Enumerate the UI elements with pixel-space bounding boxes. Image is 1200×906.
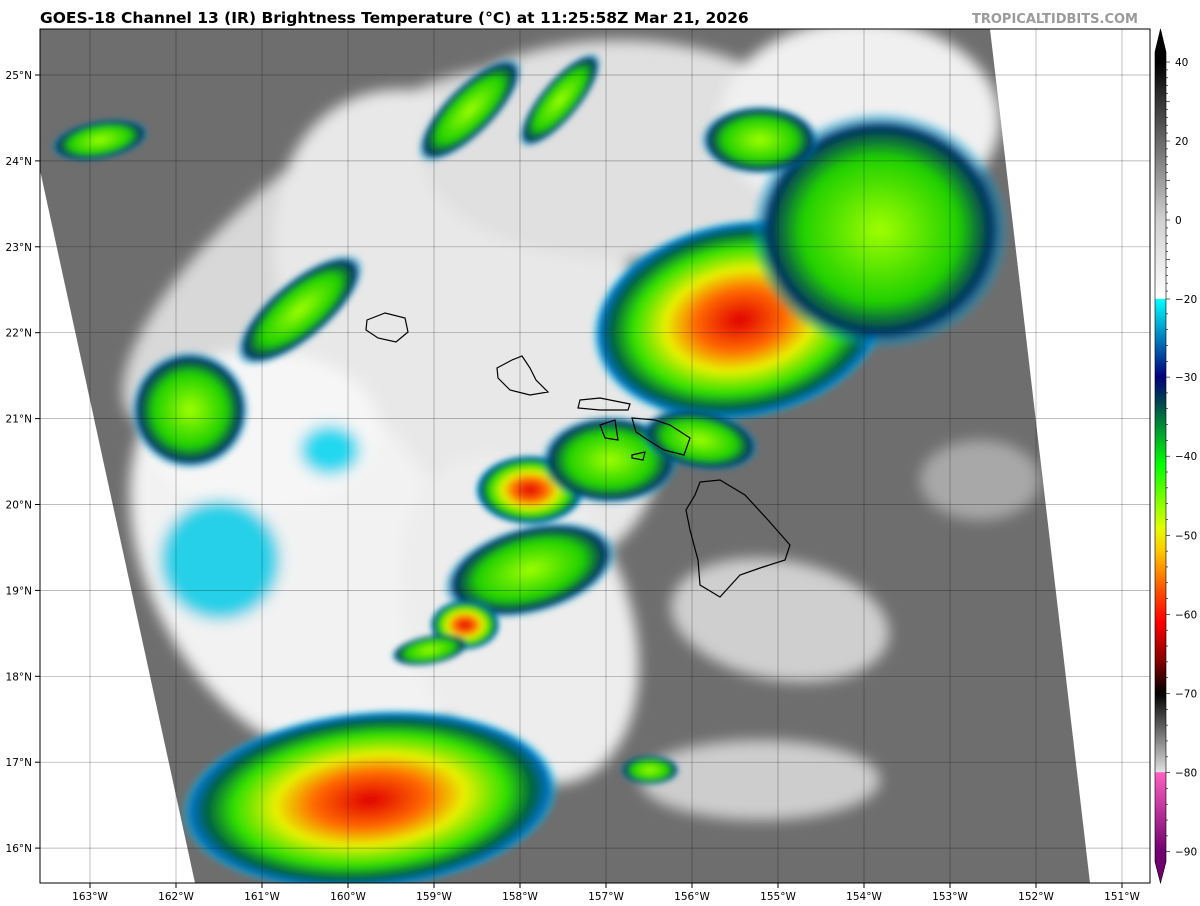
longitude-label: 153°W [932, 891, 968, 903]
cloud-region [920, 440, 1040, 520]
latitude-label: 16°N [6, 843, 32, 855]
longitude-label: 158°W [502, 891, 538, 903]
convective-cloud [130, 350, 250, 470]
longitude-label: 162°W [158, 891, 194, 903]
latitude-label: 17°N [6, 757, 32, 769]
longitude-label: 159°W [416, 891, 452, 903]
longitude-label: 155°W [760, 891, 796, 903]
cloud-region [300, 425, 360, 475]
latitude-label: 18°N [6, 671, 32, 683]
convective-cloud [390, 633, 470, 667]
colorbar-tick-label: 0 [1175, 215, 1182, 227]
longitude-label: 157°W [588, 891, 624, 903]
latitude-label: 22°N [6, 328, 32, 340]
colorbar-tick-label: −80 [1175, 768, 1197, 780]
longitude-label: 154°W [846, 891, 882, 903]
map-title: GOES-18 Channel 13 (IR) Brightness Tempe… [40, 9, 749, 27]
hawaiian-islands-outline [365, 312, 791, 598]
colorbar-tick-label: −90 [1175, 847, 1197, 859]
latitude-label: 23°N [6, 242, 32, 254]
latitude-label: 20°N [6, 500, 32, 512]
colorbar-tick-label: −40 [1175, 451, 1197, 463]
latitude-label: 21°N [6, 414, 32, 426]
convective-cloud [50, 118, 150, 162]
colorbar-tick-label: 20 [1175, 136, 1188, 148]
convective-cloud [442, 520, 618, 620]
cloud-region [671, 557, 889, 683]
satellite-swath [40, 29, 1090, 883]
colorbar-tick-label: −60 [1175, 609, 1197, 621]
latitude-label: 25°N [6, 70, 32, 82]
convective-cloud [180, 708, 560, 883]
longitude-label: 160°W [330, 891, 366, 903]
convective-cloud [417, 57, 523, 163]
cloud-region [640, 740, 880, 820]
convective-cloud [750, 110, 1010, 350]
longitude-label: 163°W [72, 891, 108, 903]
map-frame [39, 28, 1151, 884]
longitude-label: 151°W [1104, 891, 1140, 903]
colorbar-tick-label: −50 [1175, 530, 1197, 542]
convective-cloud [620, 755, 680, 785]
longitude-label: 152°W [1018, 891, 1054, 903]
colorbar-tick-label: −30 [1175, 372, 1197, 384]
cloud-region [160, 500, 280, 620]
longitude-label: 156°W [674, 891, 710, 903]
colorbar: 40 20 0 −20 −30 −40 −50 −60 −70 −80 −90 [1154, 28, 1197, 885]
convective-cloud [518, 52, 602, 148]
colorbar-tick-label: 40 [1175, 57, 1188, 69]
watermark: TROPICALTIDBITS.COM [972, 12, 1138, 27]
convective-cloud [235, 253, 365, 367]
latitude-label: 19°N [6, 585, 32, 597]
cloud-region [420, 40, 820, 260]
convective-cloud [640, 408, 760, 472]
longitude-label: 161°W [244, 891, 280, 903]
convective-cloud [700, 105, 820, 175]
graticule [40, 29, 1150, 883]
colorbar-tick-label: −70 [1175, 689, 1197, 701]
colorbar-tick-label: −20 [1175, 294, 1197, 306]
latitude-label: 24°N [6, 156, 32, 168]
